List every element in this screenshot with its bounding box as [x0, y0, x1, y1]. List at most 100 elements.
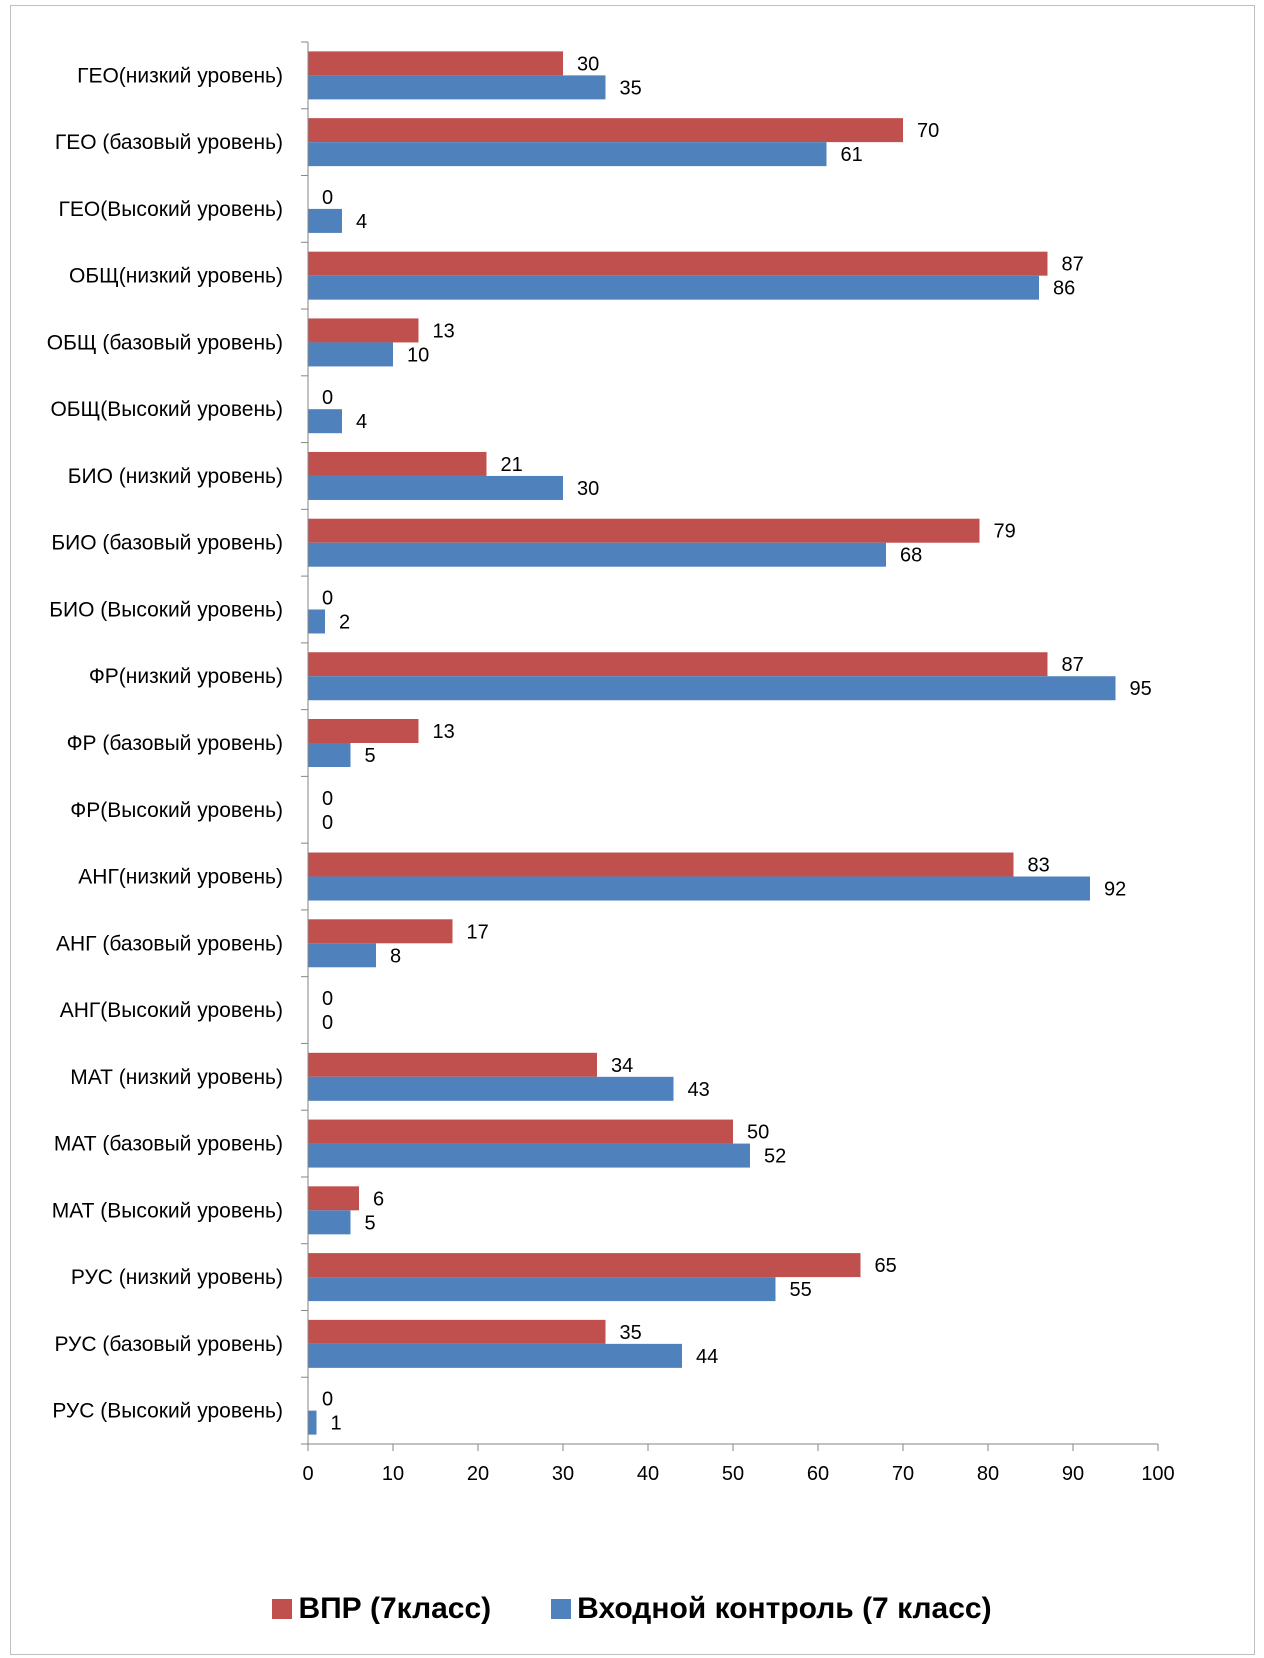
bar-series-2 [308, 1210, 351, 1235]
legend-swatch-series-2 [551, 1599, 572, 1619]
legend-label-series-1: ВПР (7класс) [298, 1592, 492, 1625]
bar-series-1 [308, 1319, 606, 1344]
bar-series-2 [308, 609, 325, 634]
data-label-series-1: 0 [322, 1389, 333, 1411]
x-tick-label: 20 [467, 1463, 489, 1485]
legend-swatch-series-1 [272, 1599, 293, 1619]
bar-series-1 [308, 1052, 597, 1077]
category-label: БИО (Высокий уровень) [49, 598, 283, 621]
data-label-series-2: 92 [1104, 879, 1126, 901]
bar-series-2 [308, 475, 563, 500]
bar-series-2 [308, 676, 1116, 701]
data-label-series-1: 87 [1062, 654, 1084, 676]
category-label: БИО (базовый уровень) [51, 532, 283, 555]
bar-series-2 [308, 208, 342, 233]
category-labels-layer: ГЕО(низкий уровень) ГЕО (базовый уровень)… [47, 64, 283, 1422]
data-label-series-1: 70 [917, 120, 939, 142]
bar-series-2 [308, 142, 827, 167]
category-label: ФР(Высокий уровень) [70, 799, 283, 822]
data-label-series-2: 55 [790, 1279, 812, 1301]
bar-series-1 [308, 451, 487, 476]
data-label-series-1: 6 [373, 1188, 384, 1210]
data-label-series-2: 5 [365, 1212, 376, 1234]
data-label-series-2: 95 [1130, 678, 1152, 700]
category-label: МАТ (низкий уровень) [70, 1066, 283, 1089]
bar-series-1 [308, 1186, 359, 1211]
legend-label-series-2: Входной контроль (7 класс) [577, 1592, 992, 1625]
data-label-series-1: 35 [620, 1322, 642, 1344]
data-label-series-1: 87 [1062, 254, 1084, 276]
category-label: ГЕО(Высокий уровень) [59, 198, 283, 221]
x-tick-label: 70 [892, 1463, 914, 1485]
category-label: РУС (Высокий уровень) [52, 1400, 283, 1423]
bar-series-2 [308, 1143, 750, 1168]
x-tick-label: 90 [1062, 1463, 1084, 1485]
category-label: АНГ (базовый уровень) [56, 932, 283, 955]
data-label-series-1: 13 [433, 721, 455, 743]
category-label: РУС (низкий уровень) [71, 1266, 283, 1289]
data-label-series-2: 30 [577, 478, 599, 500]
data-label-series-2: 35 [620, 77, 642, 99]
bar-series-1 [308, 251, 1048, 276]
data-label-series-1: 79 [994, 521, 1016, 543]
bar-series-1 [308, 719, 419, 743]
legend-item-series-1: ВПР (7класс) [272, 1592, 491, 1626]
category-label: ОБЩ(низкий уровень) [69, 265, 283, 288]
data-label-series-2: 5 [365, 745, 376, 767]
data-label-series-2: 52 [764, 1146, 786, 1168]
data-label-series-2: 1 [331, 1413, 342, 1435]
category-label: ФР(низкий уровень) [89, 665, 283, 688]
data-label-series-2: 86 [1053, 278, 1075, 300]
category-label: ОБЩ (базовый уровень) [47, 331, 283, 354]
data-label-series-1: 0 [322, 587, 333, 609]
data-label-series-2: 8 [390, 945, 401, 967]
bar-series-2 [308, 1277, 776, 1302]
data-label-series-2: 0 [322, 812, 333, 834]
data-label-series-1: 65 [875, 1255, 897, 1277]
data-label-series-2: 4 [356, 211, 367, 233]
category-label: АНГ(низкий уровень) [78, 866, 283, 889]
x-tick-label: 50 [722, 1463, 744, 1485]
bar-series-1 [308, 652, 1048, 677]
category-label: ГЕО(низкий уровень) [77, 64, 283, 87]
bar-series-1 [308, 852, 1014, 877]
data-label-series-1: 0 [322, 988, 333, 1010]
bar-series-2 [308, 1076, 674, 1101]
bar-series-1 [308, 919, 453, 944]
category-label: БИО (низкий уровень) [68, 465, 283, 488]
x-tick-label: 60 [807, 1463, 829, 1485]
data-label-series-1: 21 [501, 454, 523, 476]
category-label: ФР (базовый уровень) [67, 732, 283, 755]
axes-layer: 0 10 20 30 40 50 60 70 80 90 100 [301, 41, 1175, 1485]
bar-series-1 [308, 1119, 733, 1144]
data-label-series-1: 50 [747, 1122, 769, 1144]
x-tick-label: 80 [977, 1463, 999, 1485]
category-label: ГЕО (базовый уровень) [55, 131, 283, 154]
bar-series-1 [308, 51, 563, 76]
bar-series-1 [308, 318, 419, 343]
bar-series-1 [308, 518, 980, 543]
bar-series-2 [308, 876, 1090, 901]
legend: ВПР (7класс) Входной контроль (7 класс) [0, 1584, 1264, 1634]
data-labels-layer: 3035706104878613100421307968028795135008… [322, 53, 1152, 1434]
data-label-series-2: 43 [688, 1079, 710, 1101]
data-label-series-1: 34 [611, 1055, 633, 1077]
data-label-series-1: 0 [322, 187, 333, 209]
data-label-series-1: 13 [433, 320, 455, 342]
legend-item-series-2: Входной контроль (7 класс) [551, 1592, 992, 1626]
x-tick-label: 0 [302, 1463, 313, 1485]
data-label-series-2: 2 [339, 611, 350, 633]
bar-series-2 [308, 943, 376, 968]
bar-series-2 [308, 542, 886, 567]
data-label-series-1: 17 [467, 921, 489, 943]
bar-series-1 [308, 1253, 861, 1278]
bar-series-2 [308, 743, 351, 767]
data-label-series-1: 83 [1028, 855, 1050, 877]
bar-series-2 [308, 1343, 682, 1368]
bar-series-2 [308, 75, 606, 100]
data-label-series-2: 68 [900, 545, 922, 567]
bars-layer [308, 51, 1116, 1435]
x-tick-label: 30 [552, 1463, 574, 1485]
bar-series-2 [308, 342, 393, 367]
bar-series-1 [308, 118, 903, 143]
